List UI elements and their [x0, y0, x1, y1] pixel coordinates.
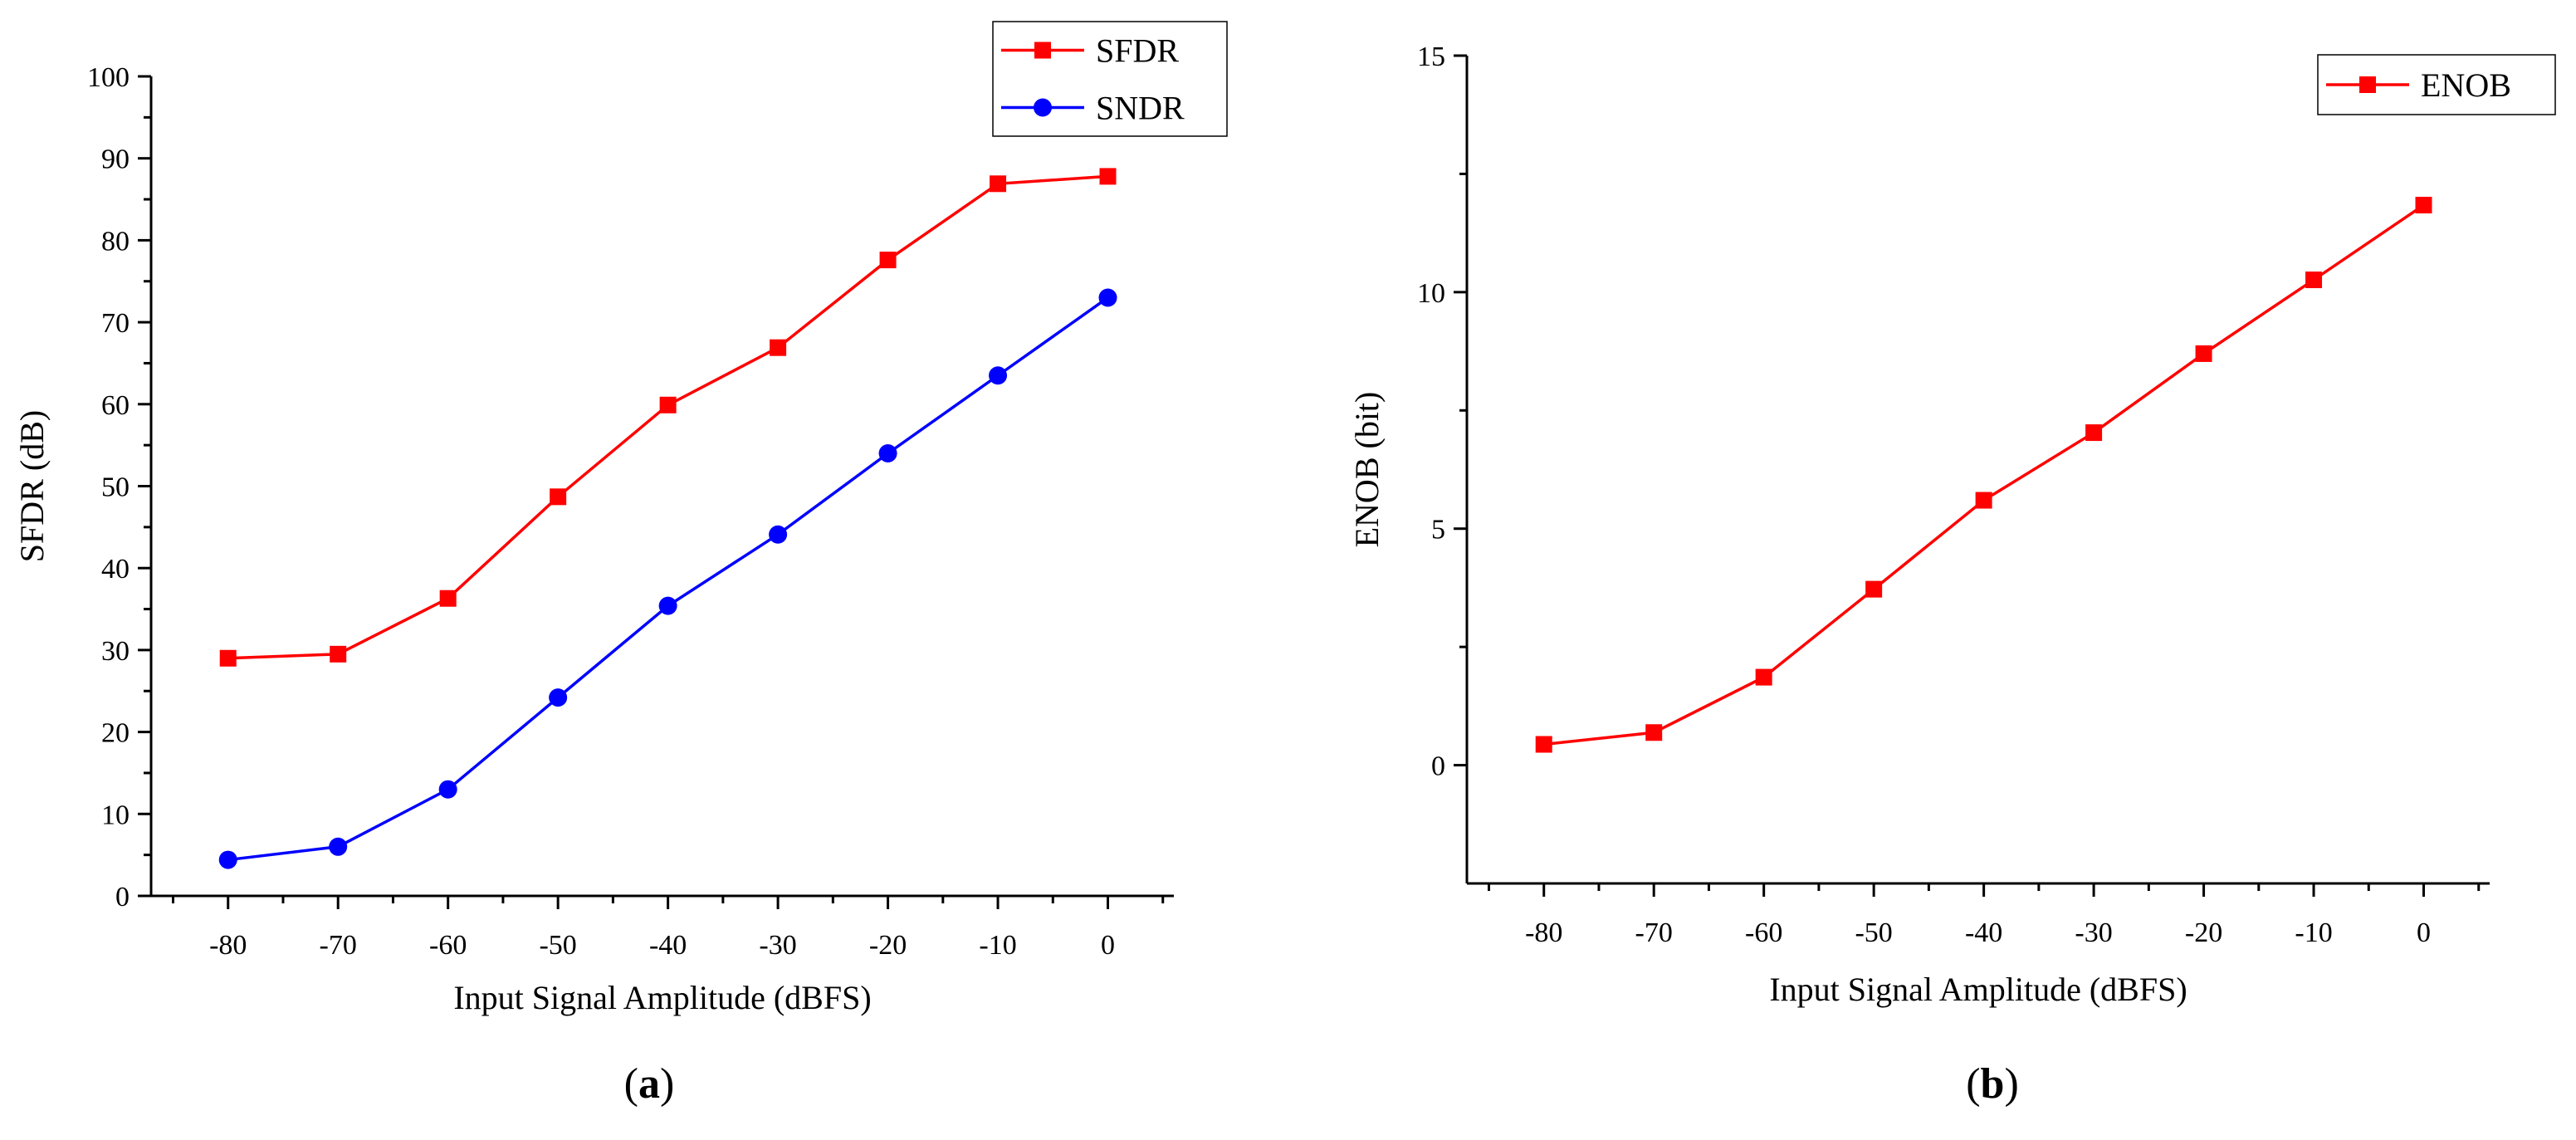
x-tick-label: -10 [979, 930, 1016, 961]
x-tick-label: 0 [1101, 930, 1115, 961]
enob-point [1755, 668, 1772, 686]
chart-panel-a: 0 10 20 30 40 50 60 70 80 90 100 -80 -70 -60 -50 -40 -30… [13, 21, 1228, 1108]
series-sndr [218, 288, 1117, 869]
sndr-point [769, 525, 788, 544]
enob-point [1535, 736, 1552, 753]
sfdr-point [219, 649, 237, 667]
panel-caption-letter: a [638, 1060, 660, 1108]
y-tick-label: 0 [115, 882, 130, 912]
panel-caption-close-paren: ) [2004, 1060, 2018, 1108]
y-tick-label: 5 [1431, 515, 1445, 546]
x-tick-label: -60 [1745, 917, 1782, 948]
x-tick-label: -70 [320, 930, 357, 961]
panel-caption: (a) [624, 1060, 675, 1108]
y-tick-label: 60 [101, 390, 130, 421]
sfdr-point [330, 645, 347, 663]
y-tick-label: 70 [101, 308, 130, 339]
y-tick-label: 10 [1417, 278, 1445, 309]
enob-point [1645, 724, 1663, 741]
y-tick-label: 10 [101, 800, 130, 830]
sfdr-line [227, 174, 1108, 660]
x-tick-label: -10 [2295, 917, 2332, 948]
panel-caption: (b) [1966, 1060, 2019, 1108]
legend-sndr-label: SNDR [1096, 90, 1185, 127]
y-tick-label: 0 [1431, 751, 1445, 782]
x-tick-label: 0 [2417, 917, 2431, 948]
sndr-point [438, 780, 457, 799]
legend: ENOB [2317, 54, 2556, 115]
x-tick-label: -40 [649, 930, 687, 961]
sfdr-point [879, 252, 897, 269]
x-tick-label: -50 [539, 930, 576, 961]
sndr-point [218, 850, 237, 869]
panel-caption-open-paren: ( [624, 1060, 638, 1108]
x-tick-label: -70 [1635, 917, 1673, 948]
enob-point [2305, 272, 2323, 289]
y-axis-title: ENOB (bit) [1348, 392, 1386, 548]
sndr-point [658, 596, 677, 615]
sndr-line [227, 296, 1109, 862]
x-tick-label: -50 [1855, 917, 1892, 948]
y-tick-label: 20 [101, 718, 130, 749]
sndr-point [989, 366, 1008, 385]
enob-point [2085, 424, 2103, 442]
x-tick-label: -80 [1525, 917, 1562, 948]
y-tick-label: 40 [101, 554, 130, 585]
series-sfdr [219, 168, 1117, 667]
x-tick-label: -30 [759, 930, 796, 961]
enob-point [1975, 492, 1992, 509]
sfdr-point [990, 175, 1007, 193]
sndr-point [329, 837, 348, 856]
legend: SFDR SNDR [992, 21, 1228, 137]
enob-point [2195, 345, 2212, 362]
sfdr-point [659, 396, 677, 413]
x-tick-label: -30 [2075, 917, 2112, 948]
sfdr-point [439, 590, 457, 607]
y-tick-label: 90 [101, 144, 130, 175]
legend-sndr-marker [1034, 98, 1052, 117]
x-tick-label: -40 [1965, 917, 2002, 948]
panel-caption-letter: b [1981, 1060, 2005, 1108]
legend-sfdr-label: SFDR [1096, 32, 1179, 70]
x-axis-title: Input Signal Amplitude (dBFS) [1769, 971, 2187, 1008]
legend-sfdr-marker [1034, 42, 1051, 59]
y-tick-label: 15 [1417, 42, 1445, 72]
x-axis-title: Input Signal Amplitude (dBFS) [453, 979, 871, 1016]
sfdr-point [550, 488, 567, 506]
y-tick-label: 30 [101, 636, 130, 667]
sfdr-point [1099, 168, 1117, 185]
enob-point [2415, 197, 2432, 214]
legend-enob-marker [2359, 76, 2376, 93]
sfdr-point [770, 339, 787, 356]
series-enob [1535, 197, 2432, 753]
chart-panel-b: 0 5 10 15 -80 -70 -60 -50 -40 -30 -20 -10 0 Input Sig… [1348, 42, 2556, 1108]
x-tick-label: -20 [2185, 917, 2222, 948]
panel-caption-open-paren: ( [1966, 1060, 1980, 1108]
x-tick-label: -80 [209, 930, 247, 961]
enob-point [1865, 580, 1883, 598]
sndr-point [878, 444, 897, 463]
y-tick-label: 50 [101, 472, 130, 503]
sndr-point [549, 688, 568, 707]
y-axis-title: SFDR (dB) [13, 410, 51, 562]
legend-box [992, 21, 1228, 137]
y-tick-label: 80 [101, 226, 130, 257]
x-tick-label: -60 [429, 930, 467, 961]
panel-caption-close-paren: ) [660, 1060, 674, 1108]
sndr-point [1098, 288, 1117, 307]
enob-line [1543, 203, 2425, 746]
x-tick-label: -20 [869, 930, 907, 961]
legend-enob-label: ENOB [2421, 66, 2511, 104]
y-tick-label: 100 [87, 62, 130, 93]
